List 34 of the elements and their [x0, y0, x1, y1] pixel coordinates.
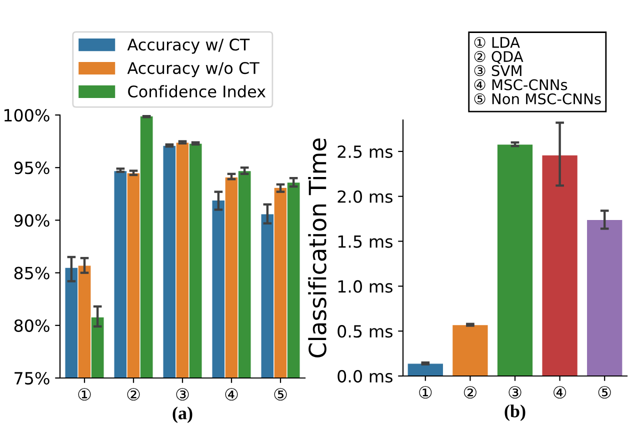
- x-tick-label: ④: [225, 388, 238, 401]
- y-tick-label: 0.0 ms: [338, 370, 392, 383]
- bar: [496, 144, 534, 376]
- x-tick-label: ③: [508, 386, 522, 399]
- y-tick-label: 90%: [14, 214, 50, 227]
- x-tick-label: ③: [176, 388, 189, 401]
- bar: [452, 324, 488, 376]
- x-tick-label: ②: [127, 388, 140, 401]
- text: ① LDA ② QDA ③ SVM ④ MSC-CNNs ⑤ Non MSC-CNNs: [474, 36, 601, 104]
- x-tick-label: ①: [419, 386, 432, 399]
- bar: [586, 219, 623, 376]
- x-axis-title: (a): [172, 406, 192, 424]
- bar: [542, 154, 578, 376]
- y-tick-label: 100%: [4, 108, 50, 122]
- x-tick-label: ⑤: [274, 388, 287, 401]
- legend-label: Accuracy w/ CT: [127, 38, 250, 54]
- x-axis-title: (b): [504, 404, 526, 422]
- bar: [407, 363, 444, 376]
- x-tick-label: ①: [78, 388, 91, 401]
- legend-label: Confidence Index: [128, 85, 266, 98]
- y-axis-title: Classification Time: [308, 138, 326, 358]
- y-tick-label: 0.5 ms: [338, 325, 392, 338]
- x-tick-label: ④: [554, 386, 566, 399]
- y-tick-label: 2.0 ms: [338, 190, 392, 203]
- y-tick-label: 2.5 ms: [338, 145, 392, 158]
- x-tick-label: ⑤: [598, 386, 611, 399]
- y-tick-label: 85%: [14, 266, 50, 280]
- x-tick-label: ②: [464, 386, 476, 399]
- y-tick-label: 95%: [14, 162, 50, 174]
- y-tick-label: 75%: [14, 372, 50, 385]
- legend-label: Accuracy w/o CT: [127, 62, 260, 78]
- y-tick-label: 80%: [14, 319, 50, 332]
- y-tick-label: 1.0 ms: [338, 280, 392, 293]
- y-tick-label: 1.5 ms: [338, 235, 392, 248]
